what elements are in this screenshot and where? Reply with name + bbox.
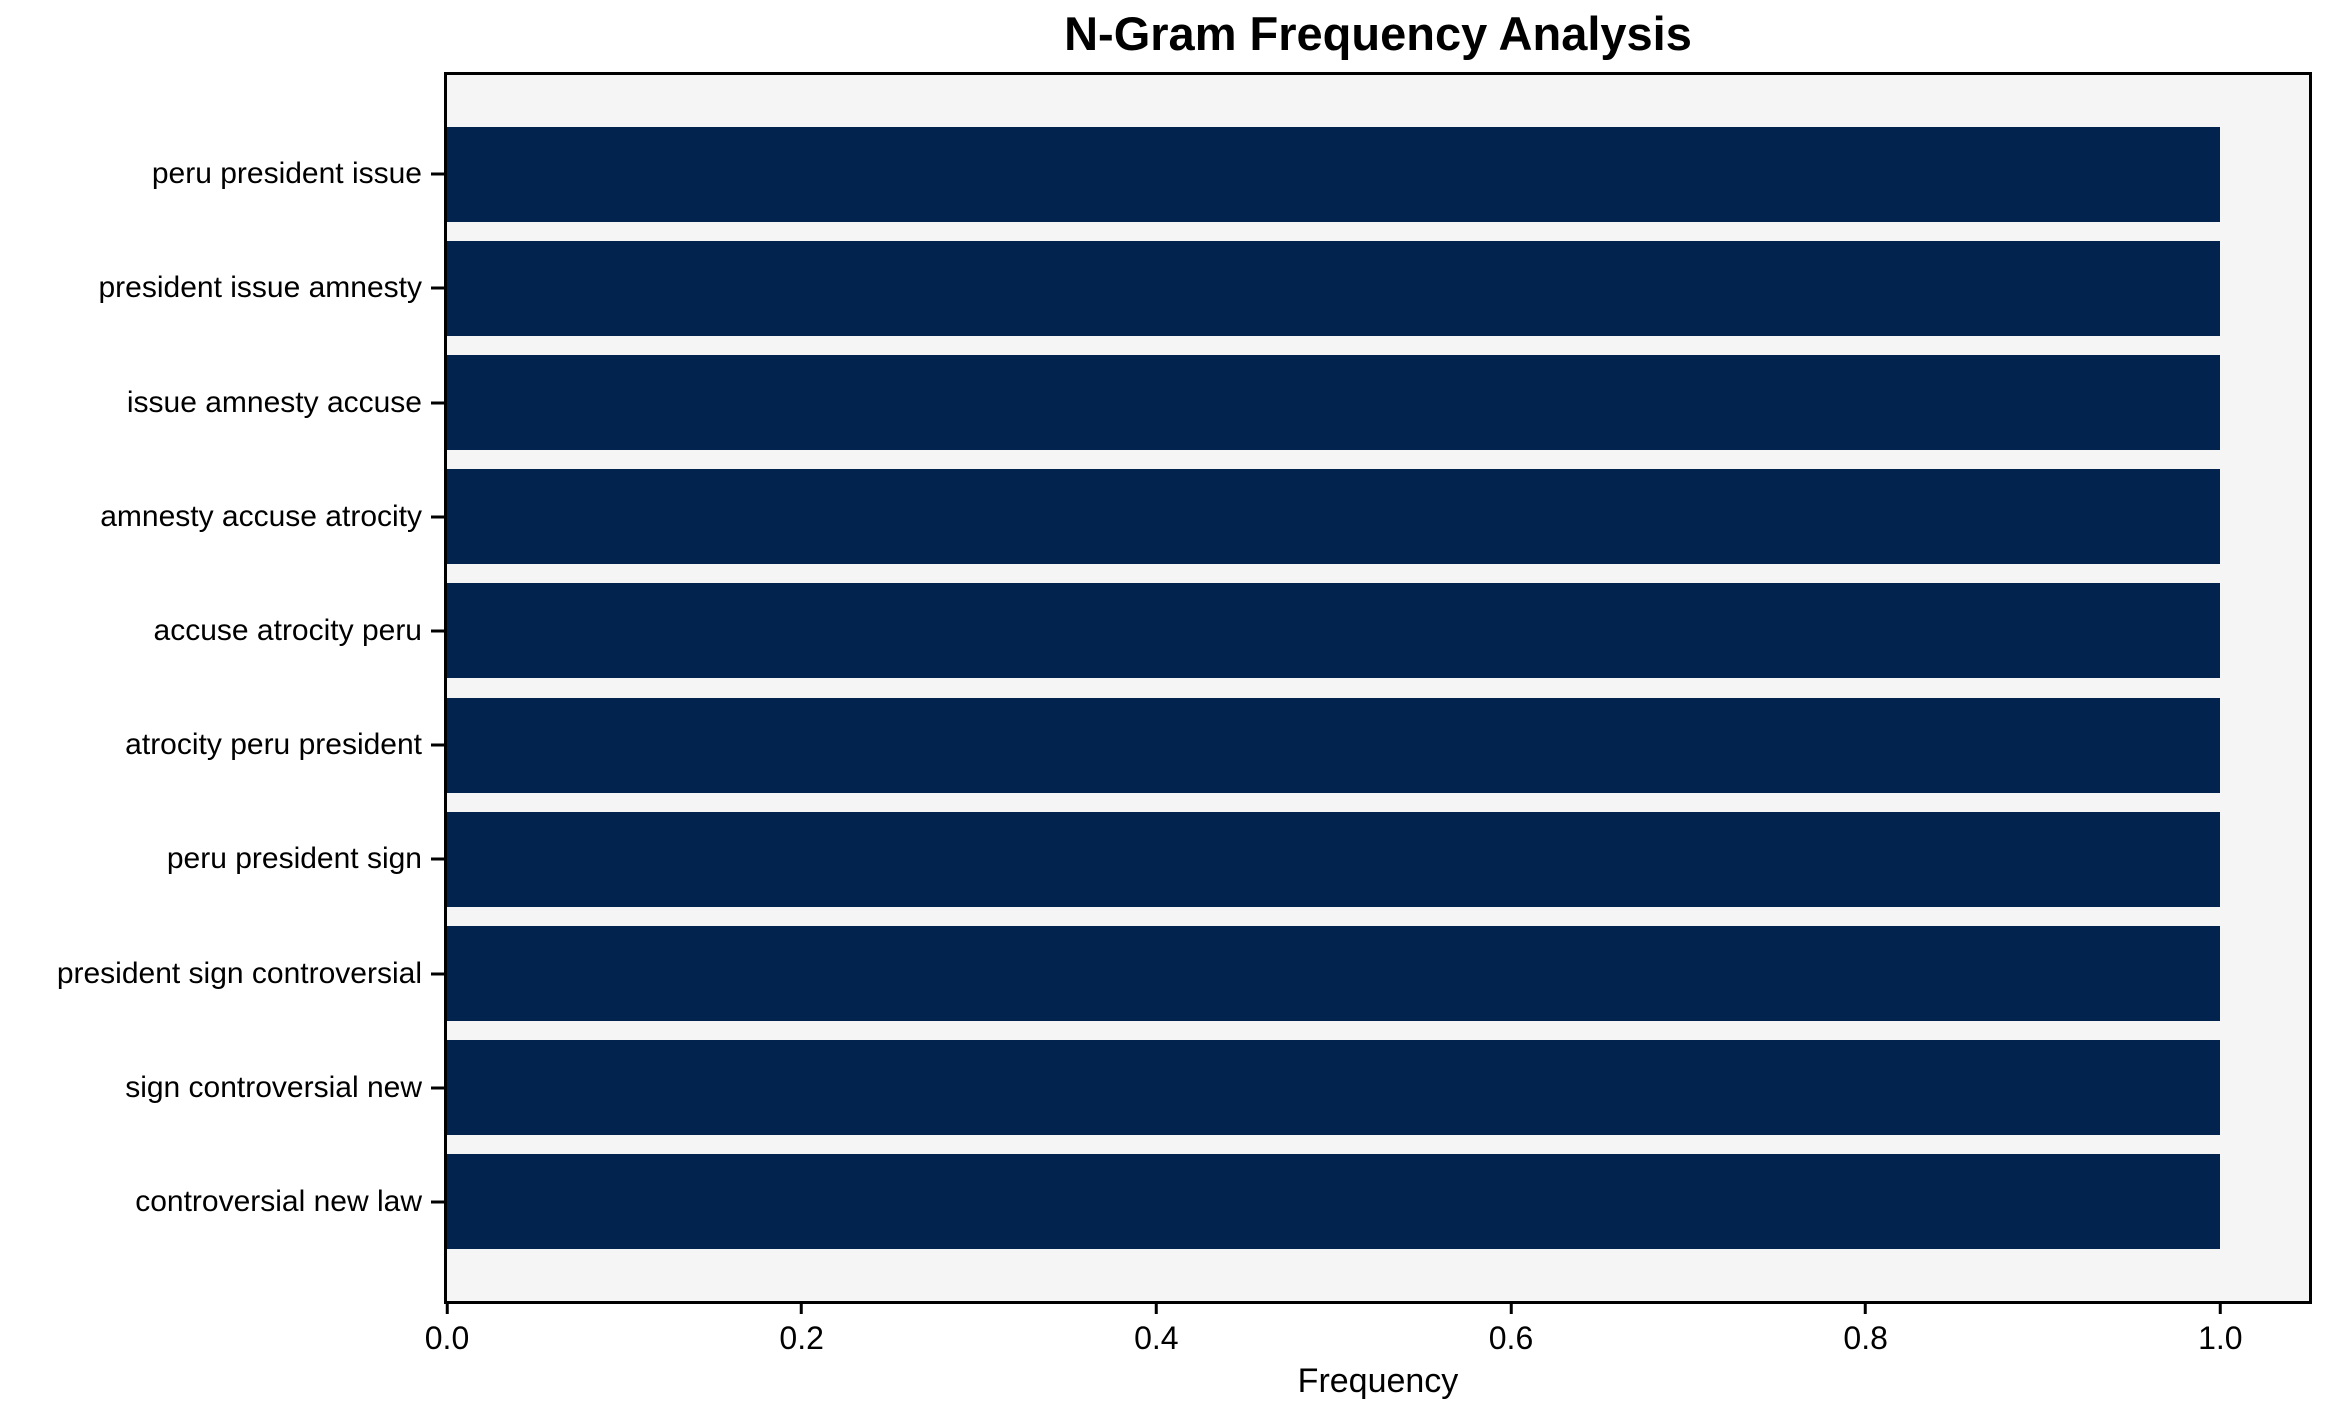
x-tick: 0.0: [425, 1304, 469, 1357]
bar-row: atrocity peru president: [125, 688, 2309, 802]
x-tick-label: 1.0: [2198, 1320, 2243, 1356]
x-tick-label: 0.2: [779, 1320, 824, 1356]
plot-area: peru president issue president issue amne…: [57, 72, 2312, 1304]
y-tick-mark: [431, 172, 444, 176]
y-tick-label: peru president sign: [166, 842, 422, 876]
frequency-bar: [447, 583, 2221, 679]
x-tick: 0.2: [779, 1304, 824, 1357]
x-axis: 0.0 0.2 0.4 0.6 0.8 1.0: [425, 1304, 2309, 1364]
frequency-bar: [447, 926, 2221, 1022]
x-tick-label: 0.6: [1488, 1320, 1534, 1356]
y-tick-mark: [431, 857, 444, 861]
chart-title: N-Gram Frequency Analysis: [1064, 7, 1692, 60]
y-tick-mark: [431, 286, 444, 290]
bar-row: president sign controversial: [57, 916, 2309, 1030]
y-tick-mark: [431, 972, 444, 976]
frequency-bar: [447, 1154, 2221, 1250]
bar-row: peru president issue: [152, 117, 2309, 231]
frequency-bar: [447, 240, 2221, 336]
y-tick-label: atrocity peru president: [125, 728, 422, 762]
x-axis-label: Frequency: [1297, 1362, 1459, 1400]
y-tick-mark: [431, 629, 444, 633]
x-tick-label: 0.8: [1843, 1320, 1888, 1356]
y-tick-label: amnesty accuse atrocity: [100, 499, 422, 533]
x-tick-mark: [1154, 1304, 1158, 1314]
y-tick-mark: [431, 401, 444, 404]
y-tick-label: accuse atrocity peru: [153, 613, 422, 647]
x-tick-mark: [1864, 1304, 1868, 1314]
y-tick-label: peru president issue: [151, 157, 422, 191]
bar-row: controversial new law: [135, 1145, 2309, 1259]
x-tick-label: 0.4: [1134, 1320, 1179, 1356]
y-tick-label: controversial new law: [135, 1184, 422, 1218]
x-tick-label: 0.0: [424, 1320, 470, 1356]
x-tick: 0.8: [1843, 1304, 1888, 1357]
y-tick-label: president issue amnesty: [98, 271, 423, 305]
y-tick-mark: [431, 1086, 444, 1090]
y-tick-label: sign controversial new: [125, 1070, 422, 1104]
y-tick-mark: [431, 1200, 444, 1204]
bar-row: peru president sign: [167, 802, 2309, 916]
x-tick-mark: [445, 1304, 449, 1314]
bar-row: issue amnesty accuse: [127, 345, 2309, 459]
frequency-bar: [447, 469, 2221, 565]
y-tick-label: president sign controversial: [56, 956, 422, 990]
bar-row: president issue amnesty: [99, 231, 2309, 345]
bar-row: accuse atrocity peru: [154, 574, 2309, 688]
x-tick-mark: [1509, 1304, 1513, 1314]
bar-row: sign controversial new: [125, 1031, 2309, 1145]
y-tick-mark: [431, 515, 444, 519]
x-tick: 0.4: [1134, 1304, 1179, 1357]
frequency-bar: [447, 697, 2221, 793]
x-tick: 1.0: [2198, 1304, 2243, 1357]
frequency-bar: [447, 126, 2221, 222]
frequency-bar: [447, 355, 2221, 450]
bars-container: peru president issue president issue amne…: [57, 75, 2309, 1301]
x-tick-mark: [800, 1304, 804, 1314]
frequency-bar: [447, 1040, 2221, 1136]
x-tick: 0.6: [1489, 1304, 1533, 1357]
bar-row: amnesty accuse atrocity: [100, 460, 2309, 574]
y-tick-label: issue amnesty accuse: [126, 385, 422, 419]
frequency-bar: [447, 811, 2221, 907]
x-tick-mark: [2218, 1304, 2222, 1314]
y-tick-mark: [431, 743, 444, 747]
